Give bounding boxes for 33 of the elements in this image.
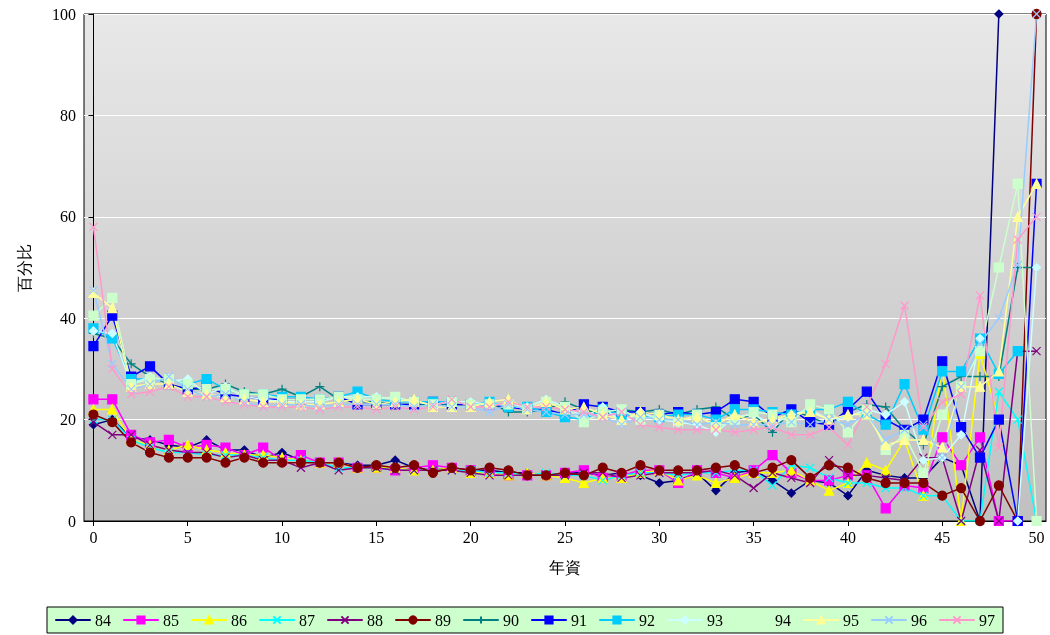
legend-label: 85 — [163, 611, 179, 629]
x-axis-title: 年資 — [549, 558, 581, 576]
y-axis-title: 百分比 — [15, 243, 33, 292]
x-tick-label: 35 — [745, 528, 762, 546]
legend-label: 84 — [95, 611, 111, 629]
legend-label: 90 — [503, 611, 519, 629]
x-tick-label: 25 — [557, 528, 573, 546]
x-tick-label: 10 — [274, 528, 291, 546]
x-tick-label: 20 — [462, 528, 479, 546]
y-tick-label: 100 — [52, 5, 76, 23]
text: 94 — [775, 611, 791, 629]
x-tick-label: 50 — [1028, 528, 1045, 546]
x-tick-label: 15 — [368, 528, 385, 546]
y-tick-label: 0 — [68, 512, 76, 530]
legend-label: 89 — [435, 611, 451, 629]
x-tick-label: 5 — [183, 528, 192, 546]
y-tick-label: 60 — [60, 208, 76, 226]
y-tick-label: 40 — [60, 309, 76, 327]
x-tick-label: 45 — [934, 528, 951, 546]
legend-label: 91 — [571, 611, 587, 629]
legend-label: 88 — [367, 611, 383, 629]
legend-label: 92 — [639, 611, 655, 629]
legend-label: 95 — [843, 611, 859, 629]
x-tick-label: 40 — [839, 528, 856, 546]
legend-label: 96 — [911, 611, 927, 629]
y-tick-label: 80 — [60, 106, 76, 124]
legend-label: 93 — [707, 611, 723, 629]
y-tick-label: 20 — [60, 411, 76, 429]
legend-label: 86 — [231, 611, 247, 629]
x-tick-label: 30 — [651, 528, 668, 546]
x-tick-label: 0 — [89, 528, 98, 546]
legend-label: 97 — [979, 611, 995, 629]
legend-label: 87 — [299, 611, 315, 629]
